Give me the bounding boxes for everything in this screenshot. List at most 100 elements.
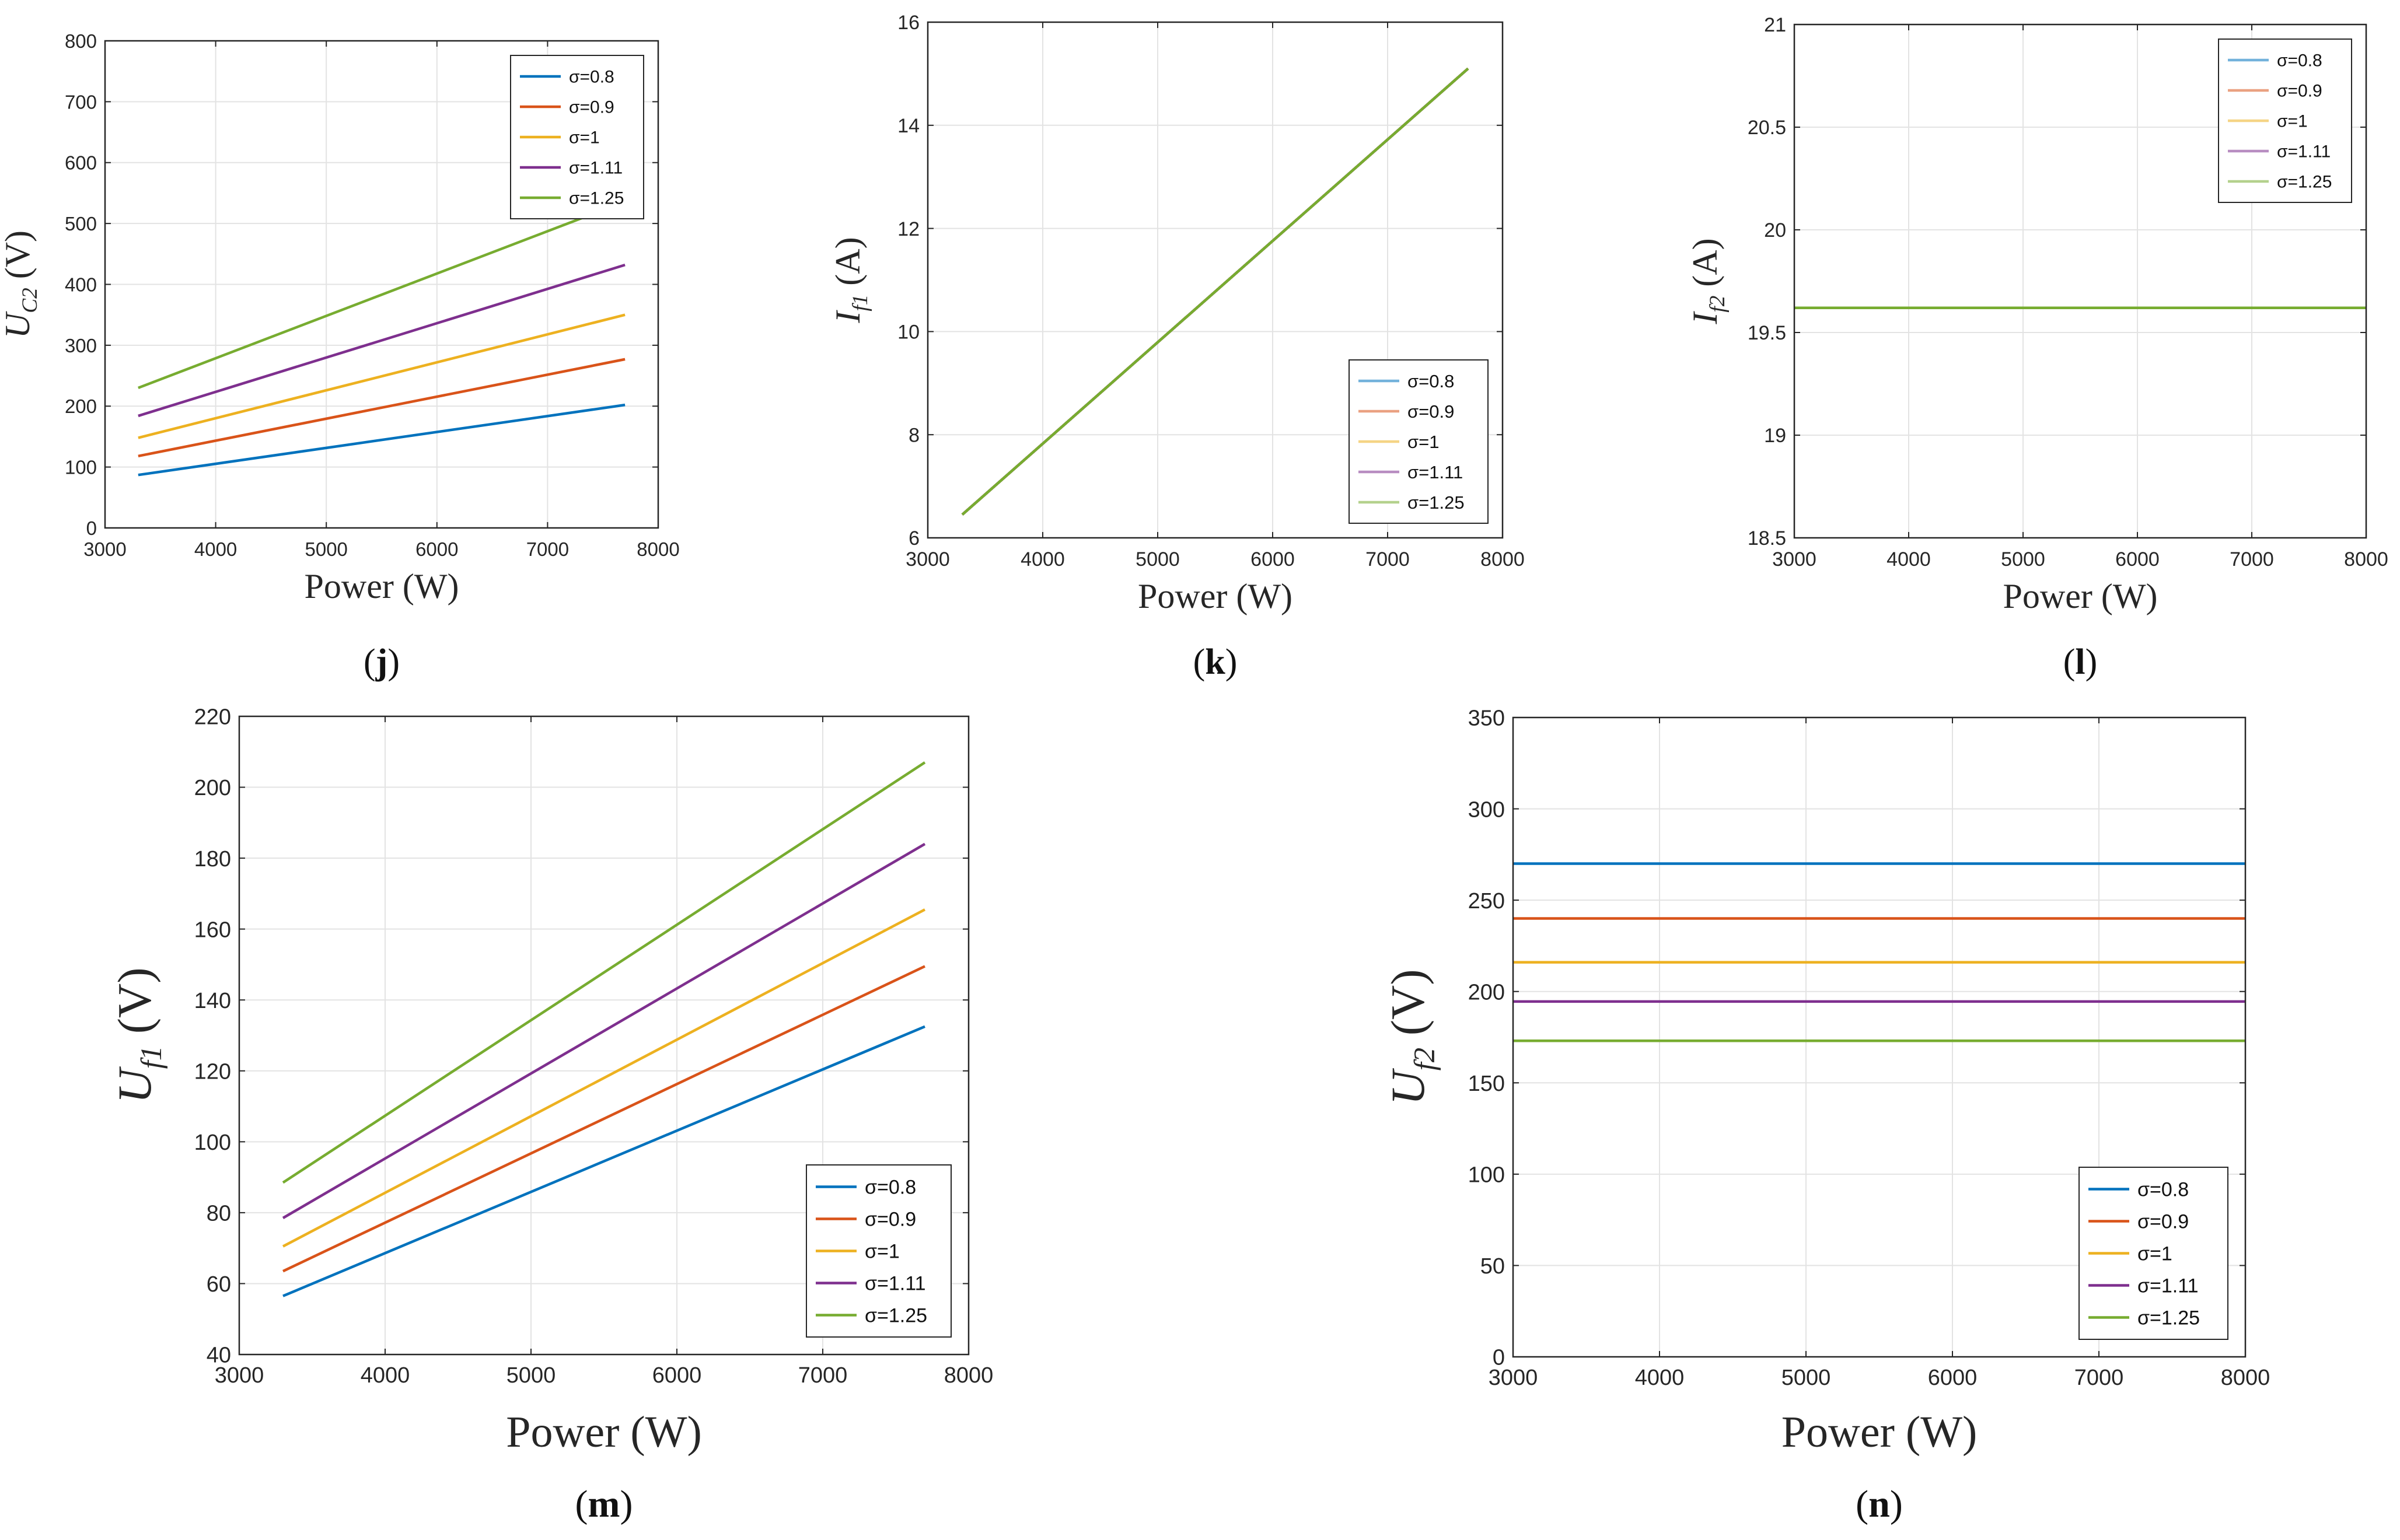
y-tick-label: 100 (194, 1130, 231, 1155)
legend: σ=0.8 σ=0.9 σ=1 σ=1.11 σ=1.25 (2078, 1167, 2228, 1340)
y-tick-label: 8 (909, 424, 920, 446)
axes-frame (1793, 23, 2367, 539)
y-axis-title-sub: f2 (1408, 1048, 1441, 1071)
y-tick-label: 100 (1468, 1163, 1505, 1188)
y-tick-label: 40 (207, 1343, 231, 1368)
x-tick-label: 7000 (526, 538, 569, 560)
axes-frame (1512, 716, 2247, 1358)
series-line-s0_8 (138, 403, 626, 477)
x-tick-label: 8000 (1480, 548, 1525, 570)
panel-label: (l) (2063, 642, 2098, 682)
x-tick-label: 5000 (1136, 548, 1180, 570)
legend-entry: σ=1.25 (2137, 1307, 2200, 1329)
panel-label-letter: k (1205, 642, 1225, 682)
legend-entry: σ=0.8 (865, 1176, 916, 1198)
series-line-s1_25 (138, 200, 626, 390)
y-tick-label: 10 (897, 321, 920, 344)
y-tick-label: 20 (1764, 219, 1786, 242)
x-tick-label: 6000 (2115, 548, 2160, 570)
x-tick-label: 7000 (2230, 548, 2274, 570)
legend-entry: σ=0.9 (569, 98, 614, 117)
legend-entry: σ=1.25 (2277, 173, 2332, 192)
x-tick-label: 3000 (83, 538, 126, 560)
chart-n: 3000 4000 5000 6000 7000 8000 0 50 100 150 200 250 3… (1381, 706, 2270, 1525)
legend-entry: σ=1 (569, 128, 600, 148)
legend-entry: σ=1.11 (2137, 1275, 2199, 1297)
y-tick-label: 19 (1764, 425, 1786, 447)
y-tick-label: 120 (194, 1059, 231, 1084)
y-tick-label: 200 (194, 776, 231, 800)
y-axis-title-sub: f2 (1706, 296, 1730, 313)
y-axis-title-var: I (1686, 311, 1724, 325)
x-tick-label: 4000 (194, 538, 237, 560)
y-tick-label: 600 (65, 152, 97, 174)
y-axis-title: UC2 (V) (0, 230, 42, 338)
y-tick-label: 220 (194, 705, 231, 730)
series-line-s1_11 (282, 842, 926, 1219)
legend-entry: σ=0.9 (2137, 1210, 2189, 1233)
y-tick-label: 300 (1468, 797, 1505, 822)
legend-entry: σ=1.11 (1407, 462, 1463, 482)
y-axis-title-unit: (V) (0, 230, 37, 288)
legend-entry: σ=0.8 (2277, 51, 2322, 71)
series-line-s1_11 (138, 263, 626, 418)
y-tick-label: 19.5 (1748, 322, 1786, 344)
legend-entry: σ=0.8 (569, 68, 614, 87)
y-axis-title: If1 (A) (829, 237, 872, 323)
y-tick-label: 16 (897, 12, 920, 34)
x-tick-label: 4000 (361, 1363, 410, 1388)
y-tick-label: 160 (194, 918, 231, 942)
chart-k: 3000 4000 5000 6000 7000 8000 6 8 10 12 14 16 Power … (829, 12, 1525, 682)
y-axis-title-var: U (108, 1066, 161, 1104)
y-axis-title-sub: f1 (135, 1046, 167, 1069)
y-tick-label: 200 (1468, 980, 1505, 1005)
legend-entry: σ=1 (1407, 432, 1439, 452)
y-tick-label: 140 (194, 989, 231, 1013)
x-tick-label: 5000 (506, 1363, 556, 1388)
legend-entry: σ=0.9 (2277, 82, 2322, 101)
y-tick-label: 700 (65, 91, 97, 113)
legend-entry: σ=0.9 (865, 1208, 916, 1230)
x-tick-label: 6000 (652, 1363, 702, 1388)
series-line-s1_25 (282, 761, 926, 1184)
y-tick-label: 14 (897, 115, 920, 137)
y-tick-label: 80 (207, 1202, 231, 1226)
panel-label-letter: m (588, 1483, 620, 1525)
legend-entry: σ=0.8 (1407, 371, 1454, 391)
panel-label: (k) (1193, 642, 1238, 682)
y-tick-label: 6 (909, 527, 920, 550)
x-tick-label: 4000 (1887, 548, 1931, 570)
y-tick-label: 200 (65, 396, 97, 417)
legend: σ=0.8 σ=0.9 σ=1 σ=1.11 σ=1.25 (806, 1164, 952, 1338)
y-tick-label: 12 (897, 218, 920, 240)
legend: σ=0.8 σ=0.9 σ=1 σ=1.11 σ=1.25 (510, 55, 644, 219)
series-line-s1 (138, 313, 626, 439)
y-axis-title-var: U (1381, 1068, 1434, 1105)
y-axis-title-unit: (A) (1686, 238, 1724, 295)
x-axis-title: Power (W) (1138, 577, 1292, 615)
legend-entry: σ=1.11 (865, 1272, 926, 1294)
y-tick-label: 800 (65, 30, 97, 52)
x-tick-label: 6000 (415, 538, 458, 560)
x-tick-label: 5000 (305, 538, 347, 560)
x-axis-title: Power (W) (2003, 577, 2158, 615)
y-tick-label: 180 (194, 847, 231, 872)
legend-entry: σ=1 (2277, 112, 2308, 131)
panel-label: (n) (1856, 1483, 1903, 1525)
x-tick-label: 3000 (215, 1363, 264, 1388)
x-axis-title: Power (W) (1781, 1408, 1978, 1457)
axes-frame (238, 715, 970, 1356)
x-tick-label: 4000 (1635, 1366, 1685, 1390)
panel-label: (m) (575, 1483, 633, 1525)
panel-label-letter: n (1868, 1483, 1890, 1525)
legend: σ=0.8 σ=0.9 σ=1 σ=1.11 σ=1.25 (2218, 38, 2352, 203)
legend-entry: σ=1.11 (2277, 142, 2331, 162)
y-tick-label: 250 (1468, 889, 1505, 914)
y-tick-label: 50 (1480, 1254, 1505, 1279)
series-line-s1 (282, 908, 926, 1248)
legend-entry: σ=1.25 (1407, 492, 1465, 513)
y-tick-label: 0 (1493, 1346, 1505, 1370)
y-axis-title: Uf1 (V) (108, 967, 167, 1103)
legend-entry: σ=1.25 (569, 189, 624, 208)
